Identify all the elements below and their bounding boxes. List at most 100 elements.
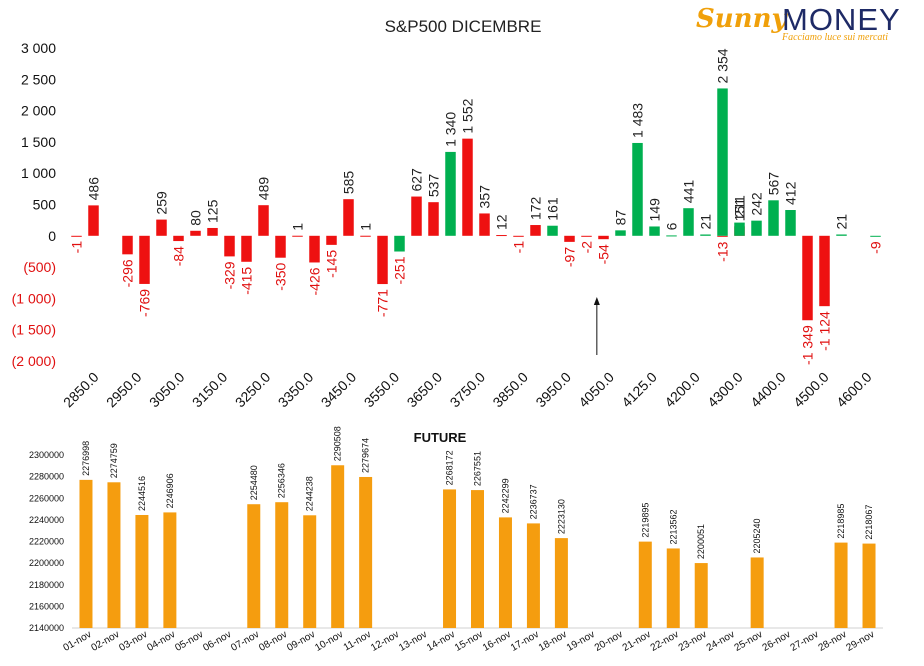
sp500-bar bbox=[190, 230, 201, 236]
future-bar bbox=[498, 517, 512, 628]
sp500-bar bbox=[649, 226, 660, 236]
x-tick-label: 4125.0 bbox=[618, 369, 660, 411]
sp500-bar bbox=[666, 235, 677, 237]
sp500-bar bbox=[734, 222, 745, 236]
data-label: 1 483 bbox=[630, 103, 646, 138]
future-x-tick-label: 17-nov bbox=[509, 629, 541, 654]
sp500-bar bbox=[819, 235, 830, 307]
future-x-tick-label: 01-nov bbox=[62, 629, 94, 654]
data-label: -1 124 bbox=[817, 311, 833, 351]
sp500-bar bbox=[224, 235, 235, 257]
data-label: 537 bbox=[426, 174, 442, 198]
future-x-tick-label: 20-nov bbox=[593, 629, 625, 654]
data-label: 441 bbox=[681, 180, 697, 204]
data-label: 585 bbox=[341, 171, 357, 195]
future-x-tick-label: 26-nov bbox=[761, 629, 793, 654]
sp500-bar bbox=[139, 235, 150, 284]
data-label: 21 bbox=[834, 214, 850, 230]
future-bar bbox=[443, 489, 457, 628]
x-tick-label: 4200.0 bbox=[661, 369, 703, 411]
future-x-tick-label: 13-nov bbox=[397, 629, 429, 654]
future-y-tick-label: 2240000 bbox=[29, 515, 64, 525]
future-x-tick-label: 15-nov bbox=[453, 629, 485, 654]
future-data-label: 2242299 bbox=[500, 478, 510, 513]
data-label: 172 bbox=[528, 196, 544, 220]
data-label: -84 bbox=[171, 246, 187, 266]
future-data-label: 2268172 bbox=[445, 450, 455, 485]
x-tick-label: 2950.0 bbox=[103, 369, 145, 411]
future-x-tick-label: 03-nov bbox=[117, 629, 149, 654]
sp500-bar bbox=[275, 235, 286, 258]
future-data-label: 2290508 bbox=[333, 426, 343, 461]
data-label: -13 bbox=[715, 241, 731, 261]
data-label: 1 340 bbox=[443, 112, 459, 147]
future-data-label: 2267551 bbox=[473, 451, 483, 486]
sp500-plot: 3 000 2 500 2 000 1 500 1 000 500 0 (500) (1 000… bbox=[12, 40, 884, 410]
future-bar bbox=[554, 538, 568, 628]
future-data-label: 2246906 bbox=[165, 473, 175, 508]
data-label: 259 bbox=[154, 191, 170, 215]
x-tick-label: 2850.0 bbox=[60, 369, 102, 411]
future-data-label: 2218985 bbox=[836, 504, 846, 539]
sp500-bar bbox=[445, 151, 456, 236]
sp500-bar bbox=[564, 235, 575, 242]
future-x-tick-label: 18-nov bbox=[537, 629, 569, 654]
data-label: -426 bbox=[307, 267, 323, 295]
future-bar bbox=[275, 502, 289, 628]
future-bar bbox=[359, 476, 373, 628]
future-x-tick-label: 10-nov bbox=[313, 629, 345, 654]
future-bar bbox=[163, 512, 177, 628]
sp500-bar bbox=[785, 210, 796, 236]
future-bar bbox=[135, 514, 149, 628]
y-tick-label: 1 000 bbox=[21, 165, 56, 181]
data-label: -769 bbox=[137, 289, 153, 317]
x-tick-label: 3550.0 bbox=[361, 369, 403, 411]
future-bar bbox=[303, 515, 317, 628]
x-tick-label: 3750.0 bbox=[447, 369, 489, 411]
x-tick-label: 3150.0 bbox=[189, 369, 231, 411]
future-bar bbox=[471, 490, 484, 628]
sp500-bar bbox=[309, 235, 320, 263]
future-data-label: 2205240 bbox=[752, 518, 762, 553]
x-tick-label: 3250.0 bbox=[232, 369, 274, 411]
data-label: 87 bbox=[613, 210, 629, 226]
sp500-bar bbox=[768, 200, 779, 236]
sp500-bar bbox=[632, 142, 643, 236]
sp500-bar bbox=[241, 235, 252, 262]
data-label: 149 bbox=[647, 198, 663, 222]
future-bar bbox=[638, 541, 652, 628]
sp500-bar bbox=[751, 220, 762, 236]
chart-title-future: FUTURE bbox=[414, 430, 467, 445]
x-tick-label: 3450.0 bbox=[318, 369, 360, 411]
data-label: 21 bbox=[698, 214, 714, 230]
future-y-tick-label: 2280000 bbox=[29, 472, 64, 482]
data-label: 6 bbox=[664, 222, 680, 230]
y-tick-label: 3 000 bbox=[21, 40, 56, 56]
data-label: -1 bbox=[511, 241, 527, 254]
sp500-bar bbox=[360, 235, 371, 237]
future-x-tick-label: 12-nov bbox=[369, 629, 401, 654]
future-data-label: 2254480 bbox=[249, 465, 259, 500]
sp500-bar bbox=[462, 138, 473, 236]
sp500-bar bbox=[326, 235, 337, 245]
x-tick-label: 3950.0 bbox=[532, 369, 574, 411]
y-tick-label: (2 000) bbox=[12, 353, 56, 369]
sp500-bar bbox=[802, 235, 813, 321]
data-label: -329 bbox=[222, 261, 238, 289]
future-data-label: 2274759 bbox=[109, 443, 119, 478]
future-x-tick-label: 14-nov bbox=[425, 629, 457, 654]
future-data-label: 2276998 bbox=[81, 441, 91, 476]
y-tick-label: 2 500 bbox=[21, 71, 56, 87]
data-label: 1 bbox=[358, 223, 374, 231]
future-x-tick-label: 16-nov bbox=[481, 629, 513, 654]
future-x-tick-label: 11-nov bbox=[342, 629, 373, 653]
sp500-bar bbox=[547, 225, 558, 236]
future-x-tick-label: 27-nov bbox=[789, 629, 821, 654]
y-tick-label: (1 500) bbox=[12, 322, 56, 338]
future-x-tick-label: 08-nov bbox=[257, 629, 289, 654]
y-tick-label: (1 000) bbox=[12, 290, 56, 306]
sp500-bar bbox=[836, 234, 847, 236]
future-x-tick-label: 05-nov bbox=[173, 629, 205, 654]
future-x-tick-label: 28-nov bbox=[817, 629, 849, 654]
future-bar bbox=[862, 543, 876, 628]
